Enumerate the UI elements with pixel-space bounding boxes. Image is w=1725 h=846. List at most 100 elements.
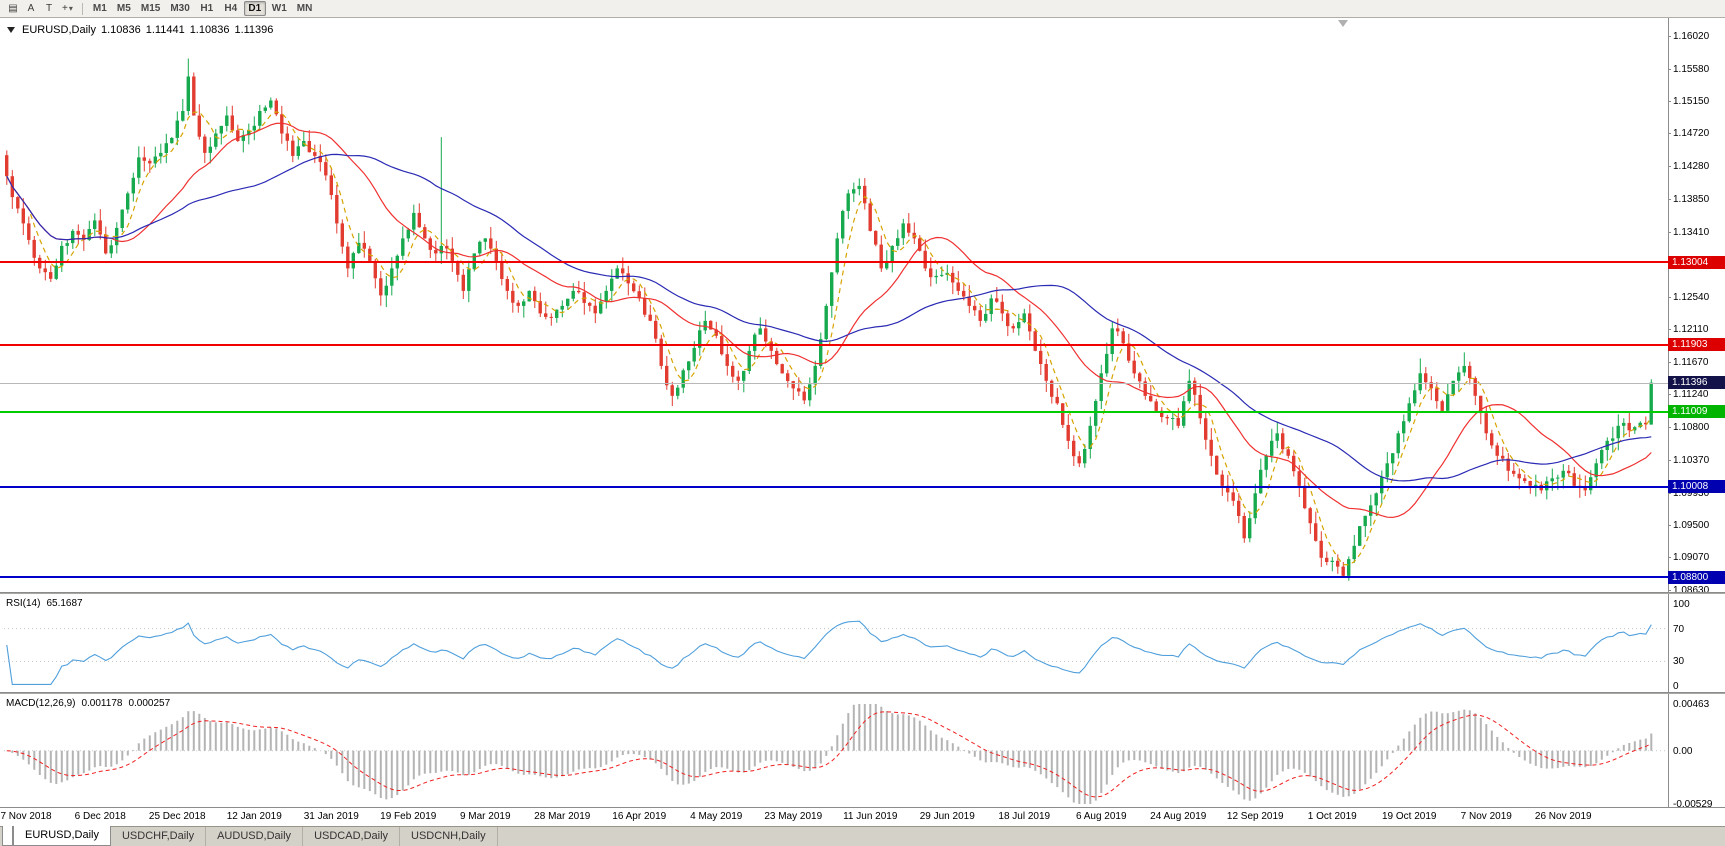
price-axis-label: 1.09500 [1673,519,1710,531]
time-axis-label: 31 Jan 2019 [303,811,359,822]
text-tool-button[interactable]: T [45,3,53,14]
price-axis-label: 1.13410 [1673,226,1710,238]
chart-tab-eurusd[interactable]: EURUSD,Daily [13,826,111,846]
hline-1.13004[interactable] [0,261,1668,264]
annotation-a-button[interactable]: A [27,3,35,14]
price-badge-1.08800: 1.08800 [1668,570,1725,584]
macd-axis-label: -0.00529 [1673,799,1713,810]
price-badge-1.11903: 1.11903 [1668,338,1725,352]
price-badge-1.10008: 1.10008 [1668,480,1725,494]
ohlc-low-value: 1.10836 [189,24,230,36]
chart-marker-icon [7,27,15,33]
chart-tab-usdcnh[interactable]: USDCNH,Daily [400,827,498,846]
timeframe-m15-button[interactable]: M15 [140,3,161,14]
chart-title: EURUSD,Daily 1.10836 1.11441 1.10836 1.1… [7,24,273,36]
price-axis-tick [1668,198,1671,200]
price-axis-label: 1.11670 [1673,357,1709,369]
toolbar: ▤ A T + ▾ M1 M5 M15 M30 H1 H4 D1 W1 MN [0,0,1725,18]
rsi-name: RSI(14) [6,598,41,609]
rsi-indicator-label: RSI(14) 65.1687 [6,598,83,609]
chart-tab-usdchf[interactable]: USDCHF,Daily [111,827,207,846]
macd-histogram [11,704,1653,804]
rsi-axis-label: 0 [1673,681,1679,692]
hline-1.11009[interactable] [0,410,1668,413]
timeframe-w1-button[interactable]: W1 [271,3,287,14]
time-axis-label: 12 Jan 2019 [226,811,282,822]
current-price-badge: 1.11396 [1668,376,1725,390]
macd-value-2: 0.000257 [128,698,171,709]
candles [5,58,1653,581]
macd-axis-label: 0.00463 [1673,699,1710,710]
time-axis-label: 26 Nov 2019 [1534,811,1592,822]
ma-5-line [6,111,1652,566]
time-axis-label: 28 Mar 2019 [534,811,591,822]
price-axis-tick [1668,524,1671,526]
price-axis-label: 1.14280 [1673,161,1710,173]
price-badge-1.11009: 1.11009 [1668,405,1725,419]
macd-signal-line [6,711,1652,798]
timeframe-h4-button[interactable]: H4 [224,3,238,14]
price-axis-tick [1668,101,1671,103]
hline-1.11903[interactable] [0,343,1668,346]
price-axis-label: 1.08630 [1673,585,1710,596]
price-axis-tick [1668,68,1671,70]
cursor-tool-button[interactable]: + ▾ [62,3,73,14]
current-price-line [0,382,1668,384]
timeframe-m1-button[interactable]: M1 [92,3,107,14]
ma-20-line [6,122,1652,519]
time-axis-label: 6 Aug 2019 [1075,811,1127,822]
timeframe-d1-button[interactable]: D1 [243,1,266,16]
time-axis-label: 12 Sep 2019 [1226,811,1284,822]
time-axis-label: 23 May 2019 [764,811,823,822]
ma-45-line [6,153,1652,482]
rsi-axis-label: 100 [1673,599,1690,610]
rsi-line [6,620,1652,685]
time-axis-label: 6 Dec 2018 [74,811,126,822]
timeframe-m5-button[interactable]: M5 [116,3,131,14]
time-axis-label: 1 Oct 2019 [1307,811,1357,822]
timeframe-h1-button[interactable]: H1 [200,3,214,14]
chart-menu-button[interactable]: ▤ [8,3,18,14]
hline-1.08800[interactable] [0,576,1668,579]
price-axis-tick [1668,459,1671,461]
ohlc-open-value: 1.10836 [100,24,141,36]
price-axis-label: 1.11240 [1673,389,1709,401]
timeframe-mn-button[interactable]: MN [296,3,313,14]
price-axis-tick [1668,231,1671,233]
price-axis-label: 1.12110 [1673,324,1709,336]
chart-symbol-label: EURUSD,Daily [22,24,96,36]
time-axis-label: 19 Oct 2019 [1382,811,1437,822]
macd-value-1: 0.001178 [81,698,123,709]
price-axis-label: 1.12540 [1673,291,1710,303]
chart-tab-bar: EURUSD,Daily USDCHF,Daily AUDUSD,Daily USDC… [0,826,1725,846]
hline-1.10008[interactable] [0,485,1668,488]
pane-separator-main-rsi[interactable] [0,592,1725,594]
time-axis-label: 25 Dec 2018 [148,811,206,822]
price-axis-tick [1668,557,1671,558]
price-axis-label: 1.10370 [1673,454,1710,466]
chart-bottom-frame [0,807,1725,808]
price-axis-tick [1668,427,1671,429]
rsi-axis-label: 70 [1673,623,1685,635]
rsi-value: 65.1687 [46,598,83,609]
dropdown-caret-icon: ▾ [68,4,73,13]
time-axis-label: 16 Apr 2019 [612,811,667,822]
macd-indicator-label: MACD(12,26,9) 0.001178 0.000257 [6,698,170,709]
timeframe-m30-button[interactable]: M30 [170,3,190,14]
time-axis-label: 29 Jun 2019 [919,811,975,822]
macd-name: MACD(12,26,9) [6,698,76,709]
time-axis-label: 24 Aug 2019 [1150,811,1207,822]
time-axis-label: 17 Nov 2018 [0,811,52,822]
chart-tab-audusd[interactable]: AUDUSD,Daily [206,827,304,846]
price-axis-tick [1668,329,1671,331]
chart-tab-usdcad[interactable]: USDCAD,Daily [303,827,401,846]
pane-separator-rsi-macd[interactable] [0,692,1725,694]
ohlc-close-value: 1.11396 [234,24,274,36]
rsi-axis-label: 30 [1673,656,1685,668]
price-axis-label: 1.16020 [1673,31,1710,42]
price-axis-label: 1.15580 [1673,63,1710,75]
time-axis-label: 18 Jul 2019 [998,811,1051,822]
time-axis-label: 9 Mar 2019 [459,811,511,822]
tab-stub[interactable] [2,826,13,846]
